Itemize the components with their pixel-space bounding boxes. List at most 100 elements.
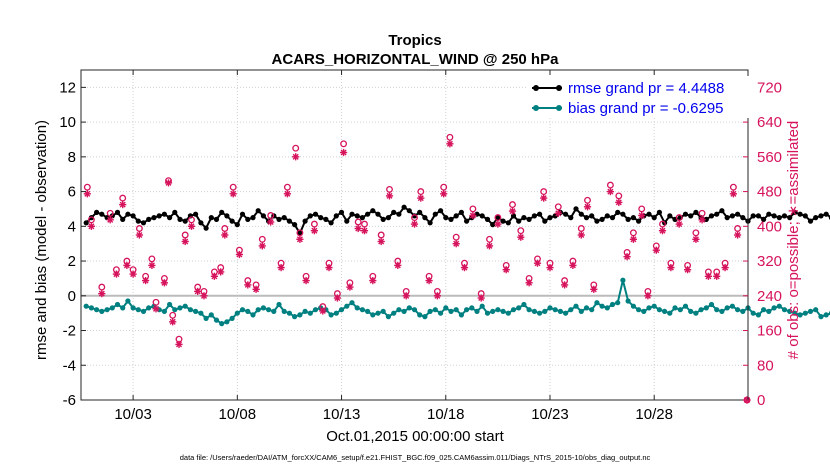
rmse-point: [781, 213, 788, 219]
rmse-point: [604, 213, 610, 219]
obs-assimilated-stroke: [267, 218, 274, 226]
obs-assimilated-stroke: [119, 201, 126, 208]
obs-assimilated-point: [296, 235, 304, 243]
obs-assimilated-stroke: [494, 221, 501, 228]
obs-assimilated-stroke: [259, 242, 266, 249]
rmse-point: [740, 215, 746, 221]
obs-possible-point: [629, 229, 637, 237]
obs-assimilated-point: [98, 290, 106, 298]
rmse-point: [167, 215, 173, 221]
obs-assimilated-stroke: [165, 179, 172, 186]
bias-point: [474, 308, 480, 314]
obs-assimilated-point: [560, 281, 569, 289]
obs-assimilated-stroke: [667, 264, 674, 271]
obs-assimilated-stroke: [722, 264, 729, 271]
obs-assimilated-stroke: [534, 260, 541, 267]
rmse-point: [464, 218, 470, 224]
x-tick-label: 10/03: [114, 406, 152, 423]
obs-possible-point: [181, 231, 189, 239]
chart-subtitle: ACARS_HORIZONTAL_WIND @ 250 hPa: [272, 51, 560, 68]
obs-assimilated-stroke: [486, 242, 493, 249]
bias-point: [417, 312, 423, 318]
rmse-line: [85, 206, 830, 235]
obs-possible-point: [361, 220, 368, 228]
rmse-point: [286, 218, 292, 224]
rmse-point: [438, 208, 444, 214]
bias-point: [182, 303, 188, 309]
obs-assimilated-stroke: [194, 288, 201, 295]
obs-assimilated-point: [683, 266, 692, 274]
obs-assimilated-stroke: [169, 318, 176, 325]
obs-assimilated-point: [152, 305, 160, 313]
bias-point: [609, 301, 616, 308]
grid-layer: [81, 70, 748, 401]
rmse-point: [636, 218, 642, 224]
bias-point: [516, 305, 522, 311]
bias-point: [505, 310, 511, 316]
obs-assimilated-stroke: [311, 227, 318, 234]
bias-point: [589, 307, 595, 313]
obs-assimilated-point: [485, 242, 494, 250]
obs-assimilated-point: [417, 194, 425, 202]
legend-rmse-marker-right: [556, 85, 562, 91]
rmse-point: [755, 213, 762, 219]
obs-assimilated-stroke: [578, 231, 585, 239]
rmse-point: [703, 216, 709, 222]
bias-point: [771, 305, 777, 311]
bias-point: [203, 315, 209, 321]
y-tick-label: 2: [68, 253, 76, 270]
obs-assimilated-stroke: [369, 277, 376, 284]
rmse-point: [818, 213, 824, 219]
rmse-point: [776, 215, 782, 221]
obs-assimilated-point: [267, 218, 275, 226]
obs-assimilated-stroke: [659, 227, 666, 234]
obs-possible-point: [87, 216, 95, 224]
bias-point: [708, 301, 715, 308]
rmse-point: [120, 216, 126, 222]
obs-assimilated-stroke: [624, 253, 631, 260]
obs-assimilated-point: [369, 277, 377, 285]
axes-layer: 10/03 10/08 10/13 10/18 10/23 10/28 -6 -4 -2 0 2 4 6…: [59, 69, 782, 423]
plot-frame: [80, 69, 749, 401]
obs-possible-point: [148, 255, 156, 263]
rmse-point: [443, 215, 449, 221]
obs-assimilated-point: [194, 287, 202, 295]
obs-assimilated-point: [310, 227, 318, 235]
rmse-point: [177, 216, 183, 222]
bias-point: [448, 308, 454, 314]
bias-point: [495, 307, 501, 313]
obs-possible-point: [135, 225, 143, 232]
obs-possible-point: [675, 214, 683, 222]
y2-tick-label: 320: [757, 253, 782, 270]
obs-assimilated-stroke: [284, 190, 291, 197]
obs-possible-point: [169, 311, 177, 319]
rmse-point: [609, 215, 616, 221]
obs-assimilated-point: [644, 292, 652, 300]
obs-assimilated-point: [638, 211, 646, 220]
obs-possible-point: [417, 188, 425, 196]
obs-assimilated-point: [713, 272, 721, 280]
bias-point: [682, 303, 689, 309]
rmse-point: [417, 209, 423, 215]
obs-possible-point: [340, 140, 348, 148]
obs-assimilated-point: [554, 209, 562, 217]
obs-assimilated-point: [440, 190, 448, 198]
rmse-point: [531, 213, 538, 219]
rmse-point: [510, 213, 517, 219]
y-tick-label: -4: [63, 357, 76, 374]
rmse-point: [625, 216, 631, 222]
rmse-point: [599, 216, 605, 222]
obs-assimilated-stroke: [253, 286, 260, 293]
rmse-point: [589, 213, 595, 219]
rmse-point: [385, 215, 391, 221]
obs-assimilated-stroke: [182, 238, 189, 245]
bias-point: [594, 300, 600, 306]
x-tick-label: 10/18: [427, 406, 465, 423]
rmse-point: [490, 222, 496, 228]
obs-assimilated-stroke: [130, 271, 137, 278]
bias-point: [458, 312, 464, 318]
obs-assimilated-point: [377, 237, 385, 246]
obs-assimilated-stroke: [303, 277, 310, 284]
rmse-point: [281, 215, 287, 221]
obs-assimilated-point: [652, 246, 660, 254]
